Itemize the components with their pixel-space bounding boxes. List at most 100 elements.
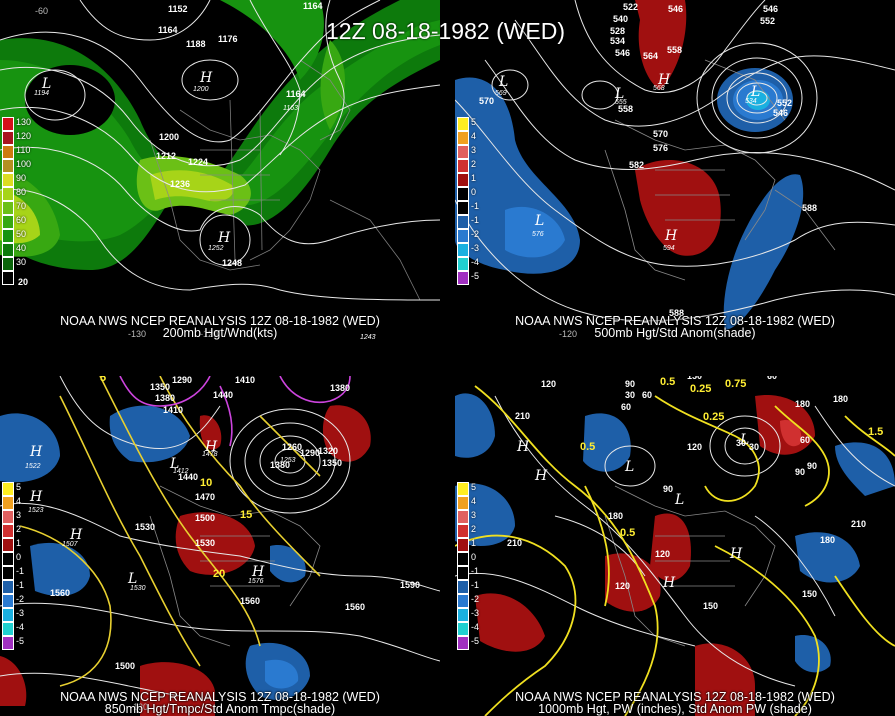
map-label: 90 (625, 379, 635, 389)
legend-swatch: -3 (457, 608, 479, 622)
map-label: 1176 (218, 34, 238, 44)
map-label: 1576 (248, 578, 264, 585)
map-label: 30 (736, 438, 746, 448)
legend-swatch: -1 (457, 566, 479, 580)
map-label: 1440 (213, 390, 233, 400)
map-label: 1380 (330, 383, 350, 393)
map-label: 540 (613, 14, 628, 24)
map-label: 582 (629, 160, 644, 170)
map-label: 558 (618, 104, 633, 114)
map-label: -130 (128, 329, 146, 339)
legend-label: 4 (471, 496, 477, 506)
map-label: 0.5 (620, 527, 635, 539)
map-label: 528 (610, 26, 625, 36)
map-label: 552 (777, 98, 792, 108)
legend-label: 130 (16, 117, 32, 127)
map-label: 60 (642, 390, 652, 400)
legend-swatch: 50 (2, 229, 26, 243)
legend-label: -3 (471, 608, 480, 618)
high-symbol: H (204, 439, 218, 455)
legend-swatch: -1 (2, 566, 24, 580)
panel-subcaption: 500mb Hgt/Std Anom(shade) (594, 326, 756, 340)
map-1000mb: 120 90 30 60 150 60 180 0.25 0.5 0.75 1 … (455, 376, 895, 716)
panel-caption: NOAA NWS NCEP REANALYSIS 12Z 08-18-1982 … (515, 314, 835, 328)
legend-label: 4 (16, 496, 22, 506)
legend-label: 5 (471, 117, 477, 127)
legend-label: 2 (471, 524, 477, 534)
high-symbol: H (29, 444, 43, 460)
map-label: 1164 (303, 1, 323, 11)
legend-500mb: 5 4 3 2 1 0 -1 -1 -2 -3 -4 -5 (457, 117, 479, 285)
map-label: 1530 (195, 538, 215, 548)
legend-label: 90 (16, 173, 27, 183)
legend-swatch: -4 (457, 622, 479, 636)
high-symbol: H (664, 228, 678, 244)
high-symbol: H (662, 575, 676, 591)
map-label: 1200 (159, 132, 179, 142)
legend-label: -3 (16, 608, 25, 618)
map-label: 90 (807, 461, 817, 471)
low-symbol: L (127, 571, 137, 587)
legend-label: -4 (471, 257, 480, 267)
map-label: 1500 (195, 513, 215, 523)
map-label: -120 (200, 329, 218, 339)
legend-label: 5 (16, 482, 22, 492)
anomaly-negative-west-core (505, 206, 565, 258)
legend-label: -2 (16, 594, 25, 604)
legend-label: 50 (16, 229, 27, 239)
low-symbol: L (41, 76, 51, 92)
legend-swatch: 2 (457, 524, 476, 538)
map-label: 20 (18, 277, 28, 287)
legend-swatch (2, 271, 14, 285)
map-label: 210 (851, 519, 866, 529)
legend-swatch: 130 (2, 117, 31, 131)
map-label: 150 (687, 376, 702, 381)
legend-label: 40 (16, 243, 27, 253)
high-symbol: H (29, 489, 43, 505)
map-label: 210 (515, 411, 530, 421)
legend-label: 80 (16, 187, 27, 197)
map-label: 180 (608, 511, 623, 521)
legend-swatch: -5 (457, 636, 479, 650)
contour-labels-200mb: 1152 1164 1164 1188 1176 1200 1164 1200 … (18, 1, 376, 340)
map-label: 1522 (25, 463, 41, 470)
map-label: 30 (749, 442, 759, 452)
legend-label: -1 (471, 580, 480, 590)
legend-swatch: -4 (457, 257, 479, 271)
legend-label: 2 (16, 524, 22, 534)
map-label: 180 (795, 399, 810, 409)
map-label: 1350 (150, 382, 170, 392)
map-label: 1560 (240, 596, 260, 606)
map-label: 546 (763, 4, 778, 14)
map-500mb: 522 540 546 552 528 534 546 546 564 558 … (455, 0, 895, 340)
map-label: 1252 (208, 245, 224, 252)
map-label: 210 (507, 538, 522, 548)
legend-label: -5 (471, 636, 480, 646)
map-label: 576 (532, 231, 544, 238)
map-label: 1530 (135, 522, 155, 532)
map-label: 570 (653, 129, 668, 139)
map-label: 576 (653, 143, 668, 153)
legend-label: -2 (471, 594, 480, 604)
map-label: 1478 (202, 451, 218, 458)
map-label: 1320 (318, 446, 338, 456)
map-label: 60 (767, 376, 777, 381)
legend-swatch: 80 (2, 187, 26, 201)
map-label: 1200 (193, 86, 209, 93)
map-label: 534 (610, 36, 625, 46)
map-label: 1152 (168, 4, 188, 14)
anomaly-negative-west (0, 413, 60, 483)
legend-swatch: 110 (2, 145, 30, 159)
legend-swatch: 4 (457, 496, 476, 510)
legend-850mb: 5 4 3 2 1 0 -1 -1 -2 -3 -4 -5 (2, 482, 24, 650)
panel-850mb: 1290 1350 1380 1410 1440 1470 1380 1380 … (0, 376, 440, 716)
low-symbol: L (739, 432, 749, 448)
legend-label: 1 (471, 538, 477, 548)
legend-label: 3 (471, 145, 477, 155)
map-label: 1523 (28, 507, 44, 514)
legend-swatch: 2 (457, 159, 476, 173)
map-label: 90 (663, 484, 673, 494)
map-label: 1530 (130, 585, 146, 592)
map-label: 594 (663, 245, 675, 252)
legend-label: 0 (16, 552, 22, 562)
